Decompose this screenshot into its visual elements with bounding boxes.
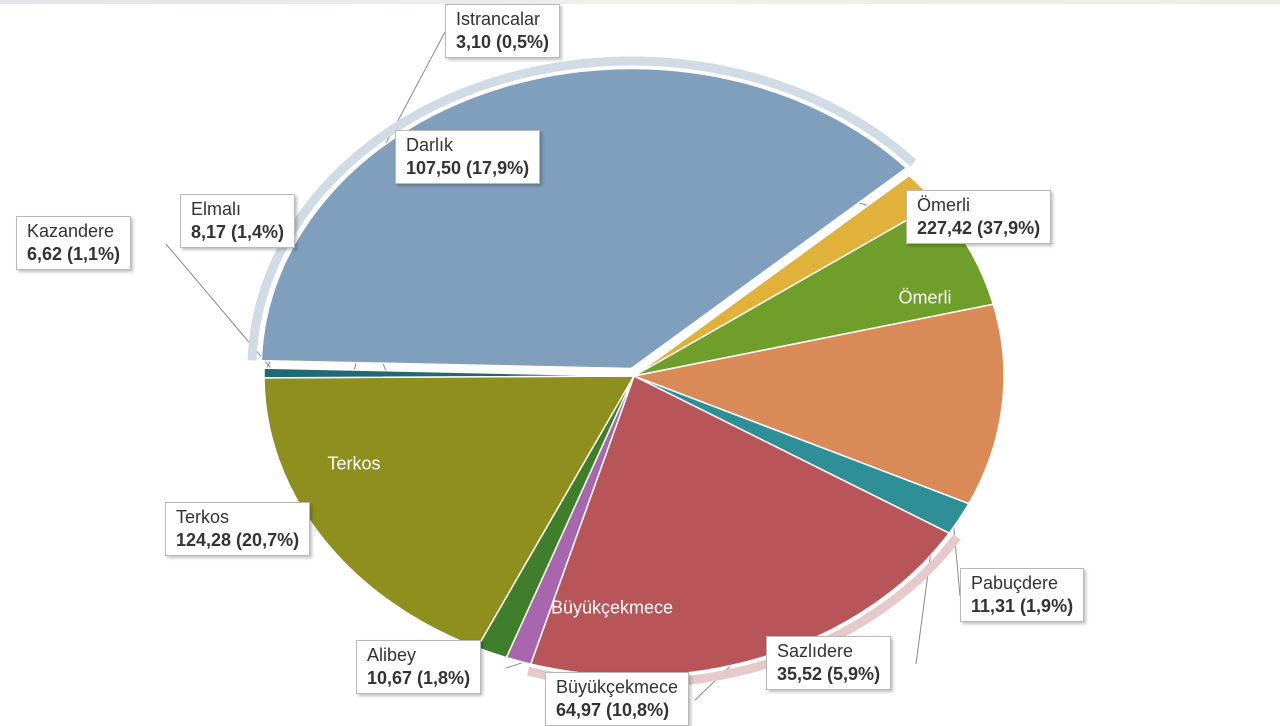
pie-slice-darlik (263, 375, 636, 649)
callout-value: 3,10 (0,5%) (456, 31, 550, 52)
callout-name: Kazandere (27, 221, 115, 241)
callout-omerli: Ömerli 227,42 (37,9%) (906, 190, 1052, 244)
callout-istrancalar: Istrancalar 3,10 (0,5%) (445, 4, 561, 58)
callout-buyukcekmece: Büyükçekmece 64,97 (10,8%) (545, 672, 690, 726)
inner-label-buyukcekmece: Büyükçekmece (550, 597, 674, 618)
callout-kazandere: Kazandere 6,62 (1,1%) (16, 216, 132, 270)
callout-value: 64,97 (10,8%) (556, 699, 670, 720)
inner-label-omerli: Ömerli (898, 287, 952, 308)
pie-slice-buyukcekmece (631, 303, 1005, 505)
callout-name: Pabuçdere (971, 573, 1059, 593)
callout-value: 35,52 (5,9%) (777, 663, 881, 684)
callout-name: Elmalı (191, 199, 242, 219)
callout-elmali: Elmalı 8,17 (1,4%) (180, 194, 296, 248)
callout-name: Darlık (406, 135, 454, 155)
callout-darlik: Darlık 107,50 (17,9%) (395, 130, 541, 184)
callout-value: 107,50 (17,9%) (406, 157, 530, 178)
callout-value: 11,31 (1,9%) (971, 595, 1074, 616)
callout-value: 6,62 (1,1%) (27, 243, 121, 264)
callout-value: 8,17 (1,4%) (191, 221, 285, 242)
slice-ring-omerli (247, 56, 917, 361)
callout-name: Sazlıdere (777, 641, 854, 661)
callout-name: Büyükçekmece (556, 677, 679, 697)
callout-sazlidere: Sazlıdere 35,52 (5,9%) (766, 636, 892, 690)
callout-name: Terkos (176, 507, 230, 527)
callout-name: Alibey (367, 645, 417, 665)
callout-value: 10,67 (1,8%) (367, 667, 471, 688)
callout-name: Istrancalar (456, 9, 541, 29)
pie-slice-istrancalar (263, 367, 635, 379)
callout-pabucdere: Pabuçdere 11,31 (1,9%) (960, 568, 1085, 622)
callout-value: 124,28 (20,7%) (176, 529, 300, 550)
callout-value: 227,42 (37,9%) (917, 217, 1041, 238)
top-decoration-bar (0, 0, 1280, 4)
callout-name: Ömerli (917, 195, 970, 215)
callout-terkos: Terkos 124,28 (20,7%) (165, 502, 311, 556)
inner-label-terkos: Terkos (327, 453, 381, 474)
callout-alibey: Alibey 10,67 (1,8%) (356, 640, 482, 694)
